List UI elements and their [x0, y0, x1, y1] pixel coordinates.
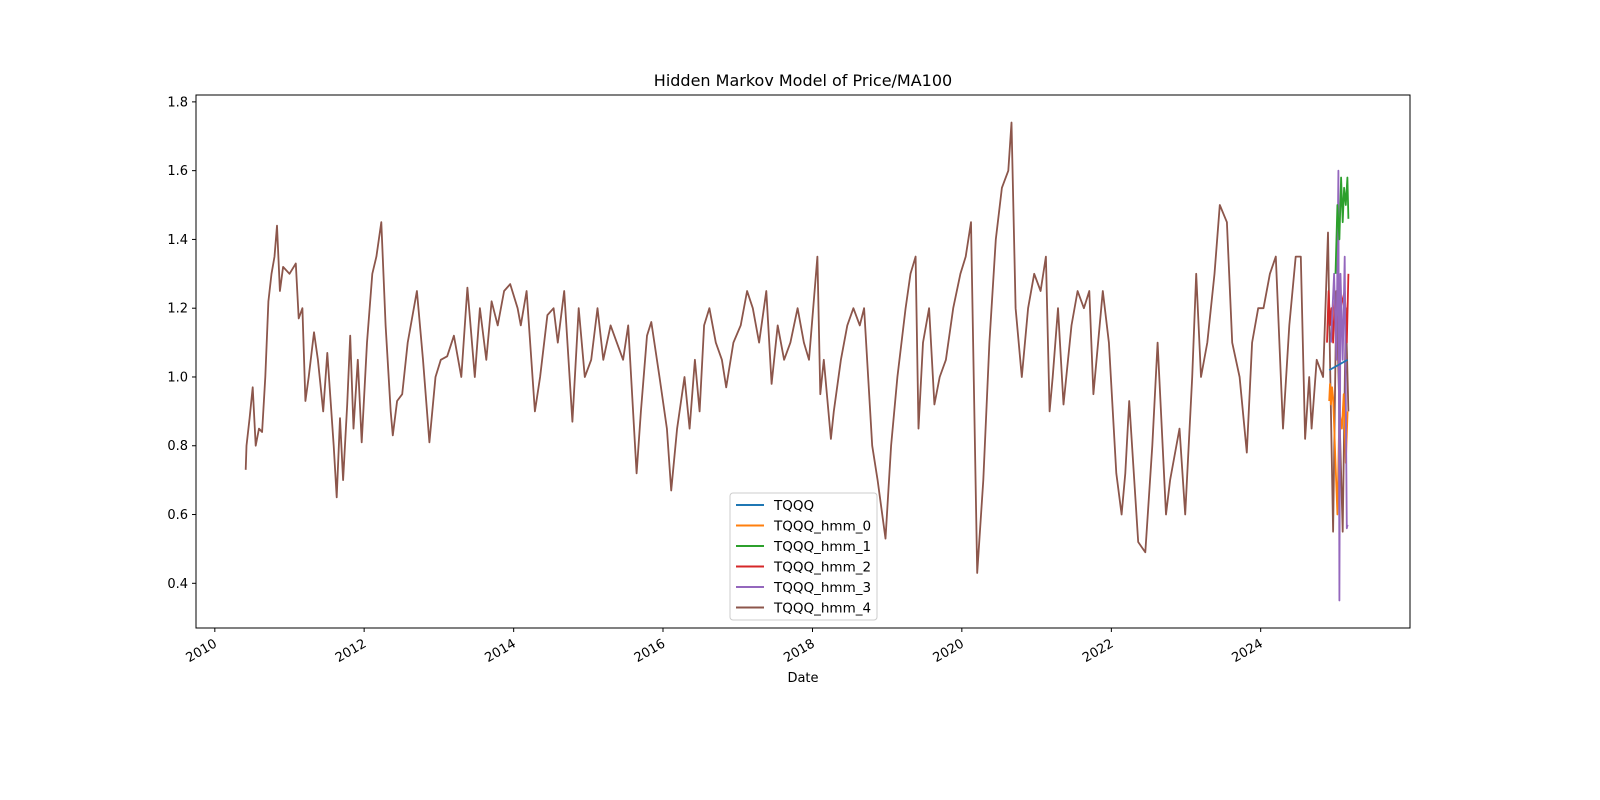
series-line-tqqq-hmm-0	[1328, 383, 1349, 516]
legend-label: TQQQ_hmm_3	[773, 580, 871, 596]
series-line-tqqq	[1328, 359, 1349, 371]
y-tick-label: 0.4	[167, 577, 188, 592]
y-tick-label: 1.0	[167, 370, 188, 385]
y-tick-label: 1.2	[167, 302, 188, 317]
y-tick-label: 0.6	[167, 508, 188, 523]
y-tick-label: 0.8	[167, 439, 188, 454]
series-line-tqqq-hmm-1	[1334, 176, 1350, 274]
y-tick-label: 1.8	[167, 95, 188, 110]
legend-label: TQQQ_hmm_2	[773, 560, 871, 576]
x-axis-label: Date	[787, 671, 818, 686]
legend-label: TQQQ_hmm_1	[773, 539, 871, 555]
series-layer	[244, 121, 1350, 602]
legend-label: TQQQ_hmm_0	[773, 519, 871, 535]
series-line-tqqq-hmm-4	[244, 121, 1350, 574]
plot-frame	[195, 94, 1411, 629]
legend: TQQQ TQQQ_hmm_0 TQQQ_hmm_1 TQQQ_hmm_2 TQQQ_h…	[729, 492, 878, 621]
y-tick-label: 1.6	[167, 164, 188, 179]
legend-box	[729, 492, 878, 621]
legend-label: TQQQ	[773, 498, 814, 514]
series-line-tqqq-hmm-3	[1330, 169, 1349, 602]
y-tick-label: 1.4	[167, 233, 188, 248]
legend-label: TQQQ_hmm_4	[773, 601, 871, 617]
y-axis: 0.4 0.6 0.8 1.0 1.2 1.4 1.6 1.8	[167, 95, 196, 592]
chart-title: Hidden Markov Model of Price/MA100	[654, 71, 952, 90]
